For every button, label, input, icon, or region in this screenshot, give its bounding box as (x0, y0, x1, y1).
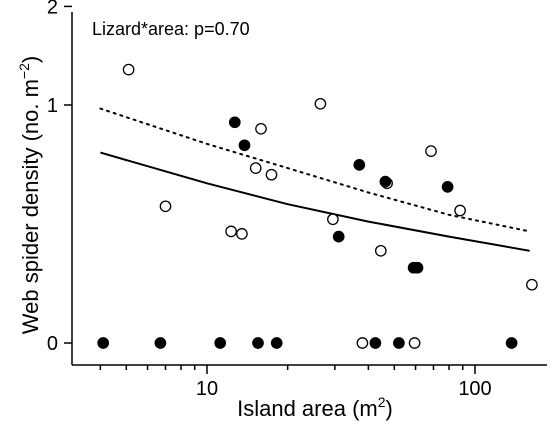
y-axis-unit-suffix: ) (18, 56, 43, 63)
fit-curve-dotted (99, 107, 531, 233)
data-point-filled (411, 261, 424, 274)
data-point-filled (154, 337, 167, 349)
axes: 0 1 2 10 100 (47, 0, 547, 400)
data-point-filled (379, 175, 392, 188)
y-axis-unit-prefix: (no. m (18, 79, 43, 141)
x-axis-label: Island area (237, 396, 347, 421)
y-tick-label: 1 (47, 95, 58, 117)
data-point-filled (353, 159, 366, 171)
data-point-filled (441, 181, 454, 193)
data-point-open (314, 97, 327, 110)
data-point-open (327, 213, 339, 226)
data-point-open (225, 225, 237, 238)
data-point-filled (228, 116, 241, 129)
y-ticks: 0 1 2 (47, 0, 72, 355)
y-axis-title: Web spider density (no. m−2) (16, 56, 43, 334)
data-point-open (454, 204, 466, 217)
x-tick-label: 10 (196, 378, 218, 400)
y-tick-label: 2 (47, 0, 58, 18)
data-point-filled (252, 337, 264, 349)
x-ticks: 10 100 (99, 365, 492, 400)
chart-annotation: Lizard*area: p=0.70 (92, 19, 250, 39)
data-point-filled (393, 337, 405, 349)
x-axis-unit-prefix: (m (352, 396, 378, 421)
data-point-filled (505, 337, 518, 349)
x-axis-unit-sup: 2 (378, 394, 386, 410)
fitted-curves (99, 107, 531, 252)
data-point-filled (270, 337, 283, 349)
x-tick-label: 100 (458, 378, 491, 400)
data-points (97, 63, 538, 349)
x-axis-unit-suffix: ) (386, 396, 393, 421)
fit-curve-solid (100, 151, 530, 252)
data-point-open (265, 168, 278, 181)
data-point-open (249, 162, 262, 174)
data-point-filled (238, 139, 251, 152)
data-point-filled (332, 230, 345, 243)
data-point-open (356, 337, 369, 349)
data-point-open (236, 228, 248, 240)
data-point-open (408, 337, 421, 349)
y-axis-label: Web spider density (18, 148, 43, 335)
y-tick-label: 0 (47, 333, 58, 355)
data-point-open (425, 145, 437, 157)
data-point-open (374, 244, 387, 257)
y-axis-unit-sup: −2 (16, 63, 32, 79)
data-point-filled (97, 337, 110, 349)
data-point-filled (214, 337, 227, 349)
data-point-open (526, 278, 538, 291)
data-point-open (159, 200, 172, 213)
data-point-open (122, 63, 135, 76)
data-point-open (255, 122, 267, 135)
data-point-filled (369, 337, 382, 349)
x-axis-title: Island area (m2) (237, 394, 393, 421)
